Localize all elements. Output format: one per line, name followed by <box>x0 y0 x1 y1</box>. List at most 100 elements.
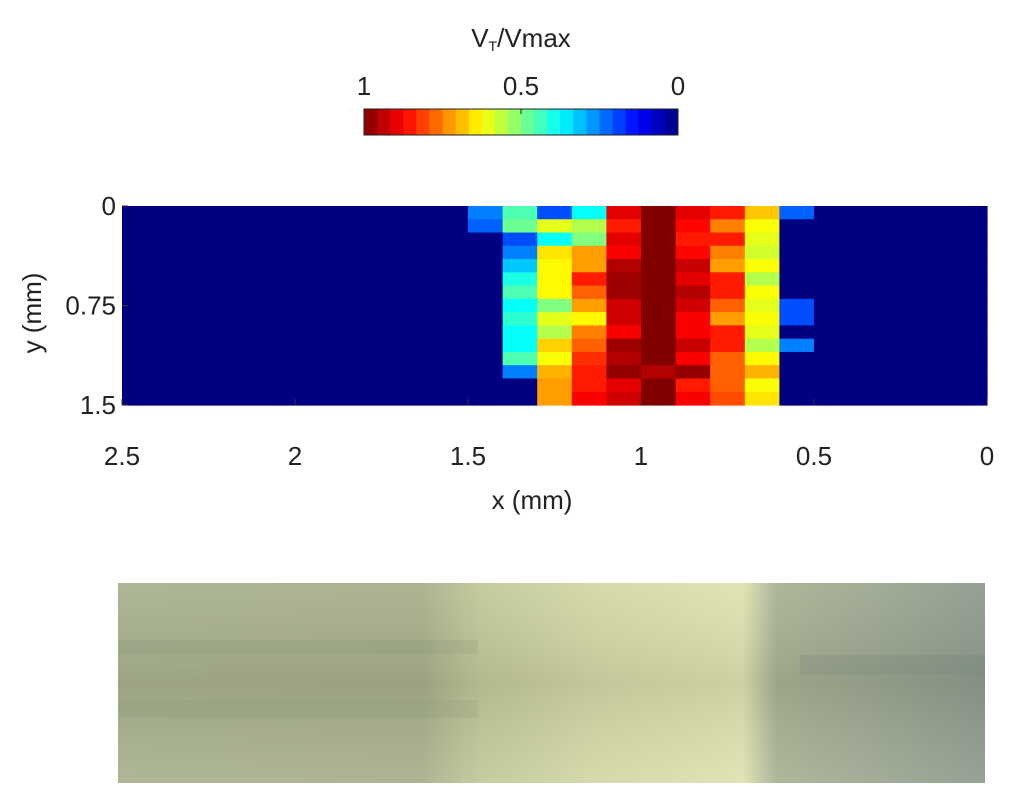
heatmap-cell <box>156 351 192 366</box>
heatmap-cell <box>848 259 884 273</box>
heatmap-cell <box>295 232 331 247</box>
heatmap-cell <box>260 365 296 380</box>
heatmap-cell <box>468 232 504 247</box>
heatmap-cell <box>744 245 780 260</box>
heatmap-cell <box>744 219 780 234</box>
heatmap-cell <box>848 298 884 313</box>
heatmap-cell <box>225 378 261 393</box>
heatmap-cell <box>952 312 988 326</box>
heatmap-cell <box>191 285 227 300</box>
heatmap-cell <box>398 338 434 353</box>
heatmap-cell <box>433 245 469 260</box>
heatmap-cell <box>641 206 677 220</box>
heatmap-cell <box>710 206 746 220</box>
colorbar-tick-label: 0 <box>671 71 685 101</box>
heatmap-cell <box>122 365 158 380</box>
heatmap-cell <box>191 272 227 287</box>
heatmap-cell <box>606 232 642 247</box>
heatmap-cell <box>917 365 953 380</box>
heatmap-cell <box>675 378 711 393</box>
heatmap-cell <box>675 298 711 313</box>
heatmap-cell <box>675 219 711 234</box>
heatmap-cell <box>433 312 469 326</box>
x-tick-label: 2 <box>288 441 302 471</box>
heatmap-cell <box>814 312 850 326</box>
heatmap-cell <box>952 325 988 340</box>
heatmap-cell <box>710 298 746 313</box>
heatmap-cell <box>502 365 538 380</box>
heatmap-cell <box>675 285 711 300</box>
heatmap-cell <box>364 391 400 406</box>
colorbar-tick-label: 0.5 <box>503 71 539 101</box>
heatmap-cell <box>571 338 607 353</box>
heatmap-cell <box>537 298 573 313</box>
heatmap-cell <box>156 338 192 353</box>
heatmap-cell <box>191 365 227 380</box>
heatmap-cell <box>917 206 953 220</box>
colorbar-tick-label: 1 <box>357 71 371 101</box>
colorbar-swatch <box>586 109 600 135</box>
heatmap-cell <box>606 391 642 406</box>
heatmap-cell <box>364 351 400 366</box>
heatmap-cell <box>779 272 815 287</box>
heatmap-cell <box>848 219 884 234</box>
heatmap-cell <box>364 285 400 300</box>
heatmap-cell <box>398 272 434 287</box>
heatmap-cell <box>225 391 261 406</box>
heatmap-cell <box>571 312 607 326</box>
x-tick-label: 2.5 <box>104 441 140 471</box>
heatmap-cell <box>571 298 607 313</box>
heatmap-cell <box>814 338 850 353</box>
heatmap-cell <box>295 285 331 300</box>
heatmap-cell <box>606 338 642 353</box>
heatmap-cell <box>502 245 538 260</box>
heatmap-cell <box>260 259 296 273</box>
heatmap-cell <box>122 245 158 260</box>
heatmap-cell <box>952 338 988 353</box>
heatmap-cell <box>502 325 538 340</box>
heatmap-cell <box>848 245 884 260</box>
heatmap-cell <box>260 272 296 287</box>
colorbar-swatch <box>364 109 378 135</box>
colorbar-swatch <box>390 109 404 135</box>
heatmap-cell <box>883 219 919 234</box>
heatmap-cell <box>295 351 331 366</box>
colorbar-swatch <box>612 109 627 135</box>
heatmap-cell <box>225 272 261 287</box>
heatmap-cell <box>295 312 331 326</box>
heatmap-cell <box>641 312 677 326</box>
heatmap-cell <box>537 259 573 273</box>
heatmap-cell <box>122 232 158 247</box>
heatmap-cell <box>398 219 434 234</box>
heatmap-cell <box>571 285 607 300</box>
heatmap-cell <box>191 325 227 340</box>
heatmap-cell <box>156 365 192 380</box>
heatmap-cell <box>883 365 919 380</box>
heatmap-cell <box>295 338 331 353</box>
heatmap-cell <box>814 325 850 340</box>
heatmap-cell <box>814 285 850 300</box>
heatmap-cell <box>675 325 711 340</box>
heatmap-cell <box>952 245 988 260</box>
heatmap-cell <box>502 232 538 247</box>
heatmap-cell <box>883 232 919 247</box>
photo-streak <box>118 700 478 718</box>
photo-streak <box>118 640 478 654</box>
heatmap-cell <box>710 391 746 406</box>
heatmap-cell <box>641 325 677 340</box>
heatmap-cell <box>329 312 365 326</box>
heatmap-cell <box>398 245 434 260</box>
heatmap-cell <box>329 206 365 220</box>
heatmap-cell <box>710 325 746 340</box>
heatmap-cell <box>744 378 780 393</box>
colorbar-swatch <box>664 109 679 135</box>
heatmap-cell <box>606 298 642 313</box>
heatmap-cell <box>364 325 400 340</box>
heatmap-cell <box>814 245 850 260</box>
heatmap-cell <box>295 219 331 234</box>
heatmap-cell <box>952 391 988 406</box>
colorbar-swatch <box>416 109 430 135</box>
heatmap-cell <box>779 391 815 406</box>
heatmap-cell <box>295 365 331 380</box>
